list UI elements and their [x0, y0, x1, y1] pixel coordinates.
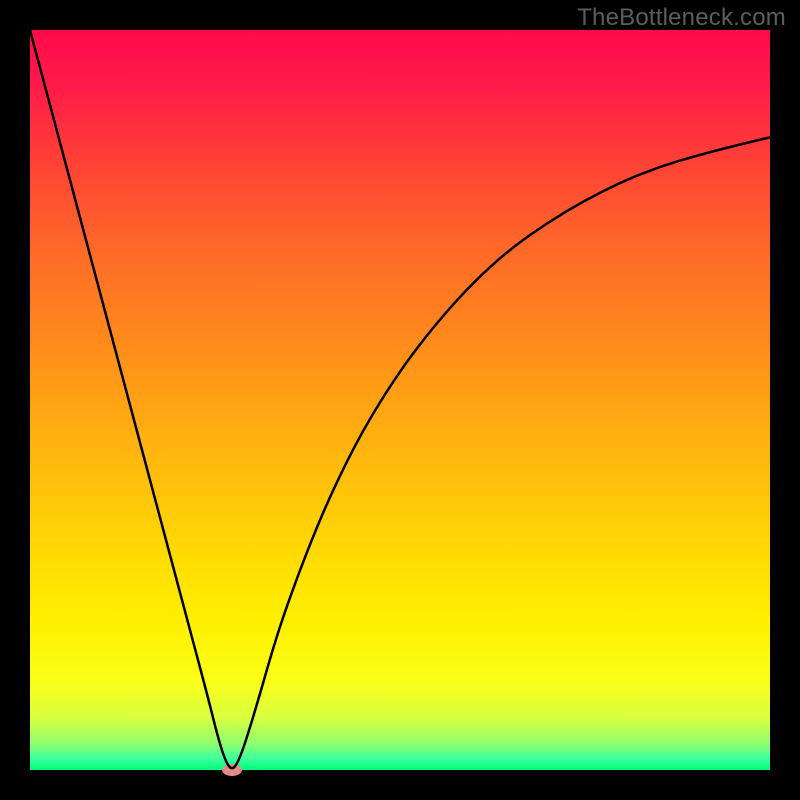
watermark-text: TheBottleneck.com: [577, 4, 786, 32]
minimum-marker: [222, 764, 242, 776]
plot-area: [30, 30, 770, 770]
chart-container: TheBottleneck.com: [0, 0, 800, 800]
bottleneck-chart: [0, 0, 800, 800]
